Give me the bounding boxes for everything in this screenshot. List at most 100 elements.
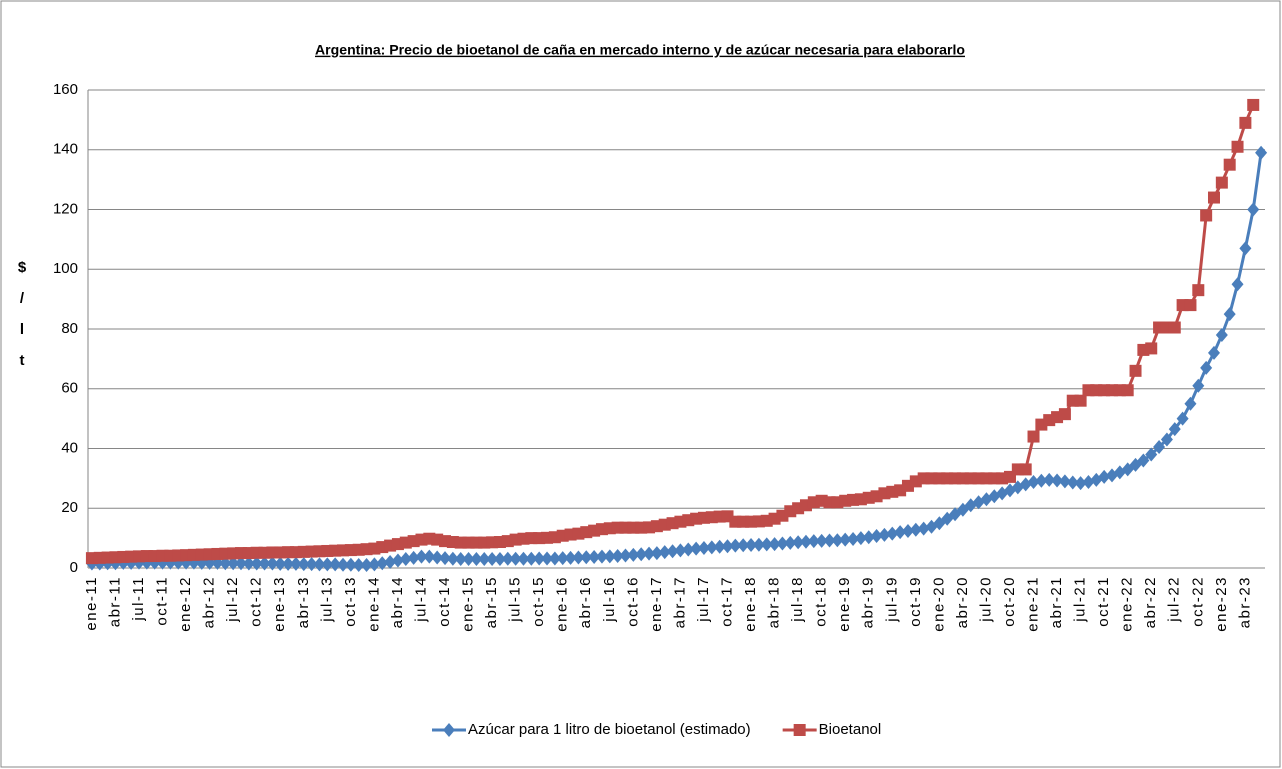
data-point — [1074, 394, 1087, 407]
data-point — [752, 537, 765, 552]
x-tick-label: abr-12 — [201, 576, 218, 628]
x-tick-label: abr-22 — [1142, 576, 1159, 628]
data-point — [784, 535, 797, 550]
x-tick-label: oct-21 — [1095, 576, 1112, 627]
x-tick-label: abr-23 — [1236, 576, 1253, 628]
data-point — [1098, 469, 1111, 484]
data-point — [1121, 384, 1134, 397]
y-tick-label: 40 — [61, 439, 78, 456]
legend-marker — [793, 724, 806, 736]
data-point — [776, 536, 789, 551]
data-point — [1184, 299, 1197, 312]
data-point — [619, 548, 632, 563]
x-tick-label: abr-15 — [483, 576, 500, 628]
x-tick-label: abr-17 — [671, 576, 688, 628]
x-tick-label: jul-17 — [695, 576, 712, 623]
data-point — [227, 556, 240, 571]
x-tick-label: ene-15 — [460, 576, 477, 632]
data-point — [847, 532, 860, 547]
data-point — [548, 551, 561, 566]
data-point — [768, 537, 781, 552]
data-point — [517, 551, 530, 566]
x-tick-label: oct-12 — [248, 576, 265, 627]
data-point — [1168, 321, 1181, 334]
data-point — [1200, 209, 1213, 222]
data-point — [509, 533, 522, 546]
data-point — [745, 537, 758, 552]
data-point — [1247, 98, 1260, 111]
data-point — [658, 545, 671, 560]
data-point — [1215, 176, 1228, 189]
data-point — [815, 533, 828, 548]
data-point — [1160, 432, 1173, 447]
data-point — [1239, 241, 1252, 256]
data-point — [305, 557, 318, 572]
data-point — [329, 557, 342, 572]
data-point — [564, 550, 577, 565]
data-point — [588, 549, 601, 564]
data-point — [909, 522, 922, 537]
data-point — [415, 549, 428, 564]
data-point — [1231, 140, 1244, 153]
data-point — [901, 523, 914, 538]
data-point — [580, 550, 593, 565]
data-point — [729, 538, 742, 553]
data-point — [572, 550, 585, 565]
x-tick-label: jul-19 — [883, 576, 900, 623]
legend-label: Bioetanol — [819, 721, 882, 738]
data-point — [376, 556, 389, 571]
data-point — [1207, 191, 1220, 204]
data-point — [878, 527, 891, 542]
y-tick-label: 160 — [53, 81, 78, 98]
x-tick-label: jul-12 — [224, 576, 241, 623]
y-tick-label: 80 — [61, 320, 78, 337]
x-tick-label: jul-20 — [977, 576, 994, 623]
y-axis-label: $ — [18, 259, 27, 276]
x-tick-label: ene-19 — [836, 576, 853, 632]
data-point — [235, 556, 248, 571]
data-point — [1051, 473, 1064, 488]
y-tick-label: 100 — [53, 260, 78, 277]
data-point — [1207, 345, 1220, 360]
x-tick-label: ene-14 — [365, 576, 382, 632]
data-point — [274, 556, 287, 571]
data-point — [894, 525, 907, 540]
data-point — [399, 552, 412, 567]
x-tick-label: oct-17 — [718, 576, 735, 627]
data-point — [1247, 202, 1260, 217]
x-tick-label: jul-18 — [789, 576, 806, 623]
data-point — [282, 556, 295, 571]
data-point — [501, 551, 514, 566]
x-tick-label: ene-22 — [1119, 576, 1136, 632]
data-point — [1082, 474, 1095, 489]
data-point — [1129, 364, 1142, 377]
data-point — [525, 551, 538, 566]
data-point — [1019, 463, 1032, 476]
data-point — [501, 535, 514, 548]
legend-label: Azúcar para 1 litro de bioetanol (estima… — [468, 721, 751, 738]
data-point — [721, 539, 734, 554]
x-tick-label: abr-20 — [954, 576, 971, 628]
legend-marker — [443, 723, 455, 737]
data-point — [1215, 327, 1228, 342]
data-point — [423, 549, 436, 564]
data-point — [478, 552, 491, 567]
data-point — [1027, 430, 1040, 443]
data-point — [1074, 476, 1087, 491]
data-point — [603, 549, 616, 564]
x-tick-label: ene-18 — [742, 576, 759, 632]
data-point — [1239, 116, 1252, 129]
x-tick-label: oct-11 — [154, 576, 171, 626]
x-tick-label: abr-11 — [106, 576, 123, 627]
data-point — [470, 552, 483, 567]
data-point — [1200, 360, 1213, 375]
x-tick-label: abr-18 — [766, 576, 783, 628]
data-point — [242, 556, 255, 571]
x-tick-label: ene-16 — [554, 576, 571, 632]
data-point — [337, 557, 350, 572]
data-point — [1058, 474, 1071, 489]
y-tick-label: 0 — [70, 559, 78, 576]
data-point — [360, 558, 373, 573]
x-tick-label: jul-13 — [318, 576, 335, 623]
x-tick-label: ene-20 — [930, 576, 947, 632]
